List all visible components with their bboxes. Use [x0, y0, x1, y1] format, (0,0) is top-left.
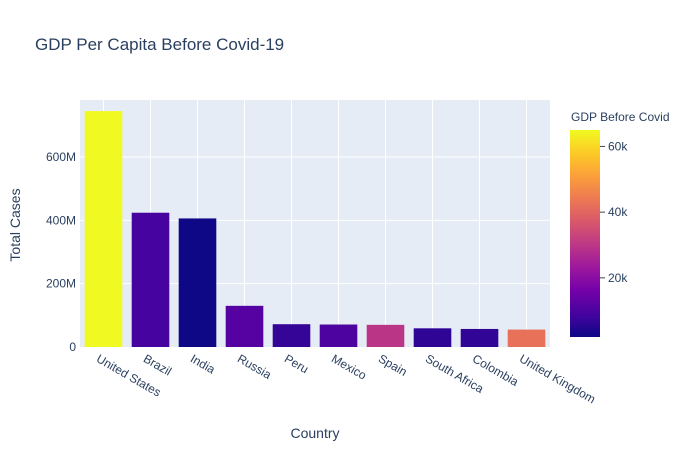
- colorbar-tick-label: 60k: [608, 139, 628, 153]
- y-tick-label: 0: [69, 340, 76, 354]
- x-tick-label: India: [188, 351, 218, 376]
- bar-south-africa[interactable]: [413, 328, 452, 347]
- x-tick-label: Peru: [282, 351, 311, 376]
- bar-united-states[interactable]: [84, 111, 123, 347]
- bar-russia[interactable]: [225, 305, 264, 347]
- colorbar-tick-label: 40k: [608, 205, 628, 219]
- colorbar-gradient: [570, 130, 600, 337]
- bar-mexico[interactable]: [319, 324, 358, 347]
- chart-title: GDP Per Capita Before Covid-19: [35, 35, 284, 54]
- bar-india[interactable]: [178, 218, 217, 347]
- colorbar-ticks: 20k 40k 60k: [600, 139, 628, 285]
- x-tick-label: Mexico: [329, 351, 369, 382]
- bar-peru[interactable]: [272, 324, 311, 347]
- y-axis-ticks: 0 200M 400M 600M: [46, 150, 76, 354]
- colorbar-tick-label: 20k: [608, 271, 628, 285]
- y-tick-label: 600M: [46, 150, 76, 164]
- x-axis-title: Country: [290, 425, 339, 441]
- y-tick-label: 400M: [46, 213, 76, 227]
- y-tick-label: 200M: [46, 277, 76, 291]
- colorbar-title: GDP Before Covid: [571, 110, 670, 124]
- y-axis-title: Total Cases: [7, 188, 23, 261]
- bars: [84, 111, 546, 347]
- bar-colombia[interactable]: [460, 328, 499, 347]
- x-tick-label: Brazil: [141, 351, 174, 378]
- bar-united-kingdom[interactable]: [507, 329, 546, 347]
- gridlines: [80, 100, 550, 347]
- x-tick-label: Spain: [376, 351, 410, 378]
- x-tick-label: United Kingdom: [517, 351, 598, 406]
- bar-spain[interactable]: [366, 324, 405, 347]
- colorbar: GDP Before Covid 20k 40k 60k: [570, 110, 670, 337]
- x-tick-label: Russia: [235, 351, 274, 382]
- bar-brazil[interactable]: [131, 212, 170, 347]
